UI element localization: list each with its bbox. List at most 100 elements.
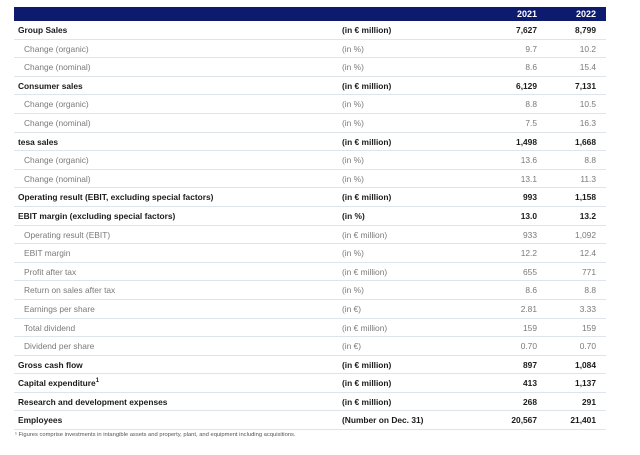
row-label-text: tesa sales (18, 136, 59, 147)
table-body: Group Sales (in € million) 7,627 8,799 Chang… (14, 21, 606, 431)
row-unit: (in € million) (342, 229, 388, 240)
value-2022: 8.8 (584, 285, 596, 296)
value-2022: 1,137 (575, 378, 596, 389)
row-unit: (in %) (342, 62, 364, 73)
row-label: Change (nominal) (24, 114, 91, 132)
row-label-text: Change (nominal) (24, 117, 91, 128)
table-row: Profit after tax (in € million) 655 771 (14, 263, 606, 282)
table-row: Operating result (EBIT) (in € million) 933… (14, 226, 606, 245)
value-2021: 8.6 (525, 62, 537, 73)
value-2021: 159 (523, 322, 537, 333)
value-2022: 1,084 (575, 359, 596, 370)
table-row: Change (nominal) (in %) 7.5 16.3 (14, 114, 606, 133)
row-label: Research and development expenses (18, 393, 167, 411)
row-label-text: Change (organic) (24, 43, 89, 54)
table-row: Change (nominal) (in %) 13.1 11.3 (14, 170, 606, 189)
row-label: Profit after tax (24, 263, 76, 281)
value-2022: 7,131 (575, 80, 596, 91)
table-row: Change (organic) (in %) 13.6 8.8 (14, 151, 606, 170)
table-row: EBIT margin (excluding special factors) (… (14, 207, 606, 226)
table-row: Employees (Number on Dec. 31) 20,567 21,401 (14, 411, 606, 431)
row-label-text: Change (organic) (24, 99, 89, 110)
row-unit: (in €) (342, 303, 362, 314)
row-label-text: Employees (18, 415, 63, 426)
row-label: Operating result (EBIT) (24, 226, 110, 244)
row-unit: (in %) (342, 248, 364, 259)
table-row: Earnings per share (in €) 2.81 3.33 (14, 300, 606, 319)
row-label: Change (nominal) (24, 170, 91, 188)
table-row: Gross cash flow (in € million) 897 1,084 (14, 356, 606, 375)
value-2022: 771 (582, 266, 596, 277)
row-label-text: Change (nominal) (24, 62, 91, 73)
row-label-text: Operating result (EBIT, excluding specia… (18, 192, 214, 203)
row-label: Total dividend (24, 319, 75, 337)
row-label-text: Research and development expenses (18, 396, 168, 407)
value-2021: 9.7 (525, 43, 537, 54)
value-2022: 15.4 (579, 62, 596, 73)
row-unit: (in € million) (342, 136, 392, 147)
value-2021: 993 (523, 192, 537, 203)
value-2021: 13.1 (520, 173, 537, 184)
value-2021: 268 (523, 396, 537, 407)
value-2022: 12.4 (579, 248, 596, 259)
value-2021: 12.2 (520, 248, 537, 259)
row-unit: (Number on Dec. 31) (342, 415, 424, 426)
table-row: tesa sales (in € million) 1,498 1,668 (14, 133, 606, 152)
row-unit: (in %) (342, 99, 364, 110)
row-label: Earnings per share (24, 300, 95, 318)
row-unit: (in %) (342, 155, 364, 166)
row-unit: (in € million) (342, 378, 392, 389)
row-unit: (in € million) (342, 192, 392, 203)
value-2021: 13.0 (520, 210, 537, 221)
value-2022: 3.33 (579, 303, 596, 314)
column-header-2021: 2021 (516, 9, 537, 19)
row-unit: (in %) (342, 173, 364, 184)
value-2021: 13.6 (520, 155, 537, 166)
value-2022: 1,158 (575, 192, 596, 203)
value-2022: 11.3 (580, 173, 596, 184)
row-unit: (in %) (342, 43, 364, 54)
value-2022: 10.5 (579, 99, 596, 110)
row-label: Change (organic) (24, 151, 89, 169)
row-label-text: Profit after tax (24, 266, 77, 277)
column-header-2022: 2022 (575, 9, 596, 19)
row-unit: (in € million) (342, 322, 388, 333)
table-row: Change (organic) (in %) 8.8 10.5 (14, 95, 606, 114)
value-2021: 8.6 (525, 285, 537, 296)
value-2022: 8,799 (575, 25, 596, 35)
row-label-text: EBIT margin (excluding special factors) (18, 210, 176, 221)
row-label-text: Change (nominal) (24, 173, 91, 184)
row-label: Group Sales (18, 21, 67, 39)
value-2022: 1,092 (575, 229, 596, 240)
value-2022: 13.2 (579, 210, 596, 221)
value-2022: 16.3 (579, 117, 596, 128)
row-label-text: Capital expenditure (18, 378, 96, 389)
row-label: EBIT margin (excluding special factors) (18, 207, 175, 225)
row-label: tesa sales (18, 133, 58, 151)
table-row: Operating result (EBIT, excluding specia… (14, 188, 606, 207)
table-row: Capital expenditure1 (in € million) 413 1,1… (14, 374, 606, 393)
row-unit: (in € million) (342, 80, 392, 91)
value-2022: 159 (582, 322, 596, 333)
table-row: Total dividend (in € million) 159 159 (14, 319, 606, 338)
value-2021: 933 (523, 229, 537, 240)
footnote-marker: 1 (95, 378, 100, 385)
row-unit: (in %) (342, 210, 365, 221)
row-label: Change (organic) (24, 95, 89, 113)
value-2022: 8.8 (584, 155, 596, 166)
row-label-text: EBIT margin (24, 248, 71, 259)
row-label-text: Earnings per share (24, 303, 95, 314)
row-label-text: Consumer sales (18, 80, 83, 91)
row-label-text: Dividend per share (24, 341, 95, 352)
row-label-text: Gross cash flow (18, 359, 83, 370)
value-2022: 10.2 (579, 43, 596, 54)
row-unit: (in €) (342, 341, 362, 352)
row-label: EBIT margin (24, 244, 70, 262)
value-2022: 1,668 (575, 136, 596, 147)
row-unit: (in %) (342, 285, 364, 296)
row-label: Change (organic) (24, 40, 89, 58)
row-label: Operating result (EBIT, excluding specia… (18, 188, 213, 206)
value-2021: 897 (523, 359, 537, 370)
row-label: Capital expenditure1 (18, 374, 99, 392)
value-2022: 291 (582, 396, 596, 407)
